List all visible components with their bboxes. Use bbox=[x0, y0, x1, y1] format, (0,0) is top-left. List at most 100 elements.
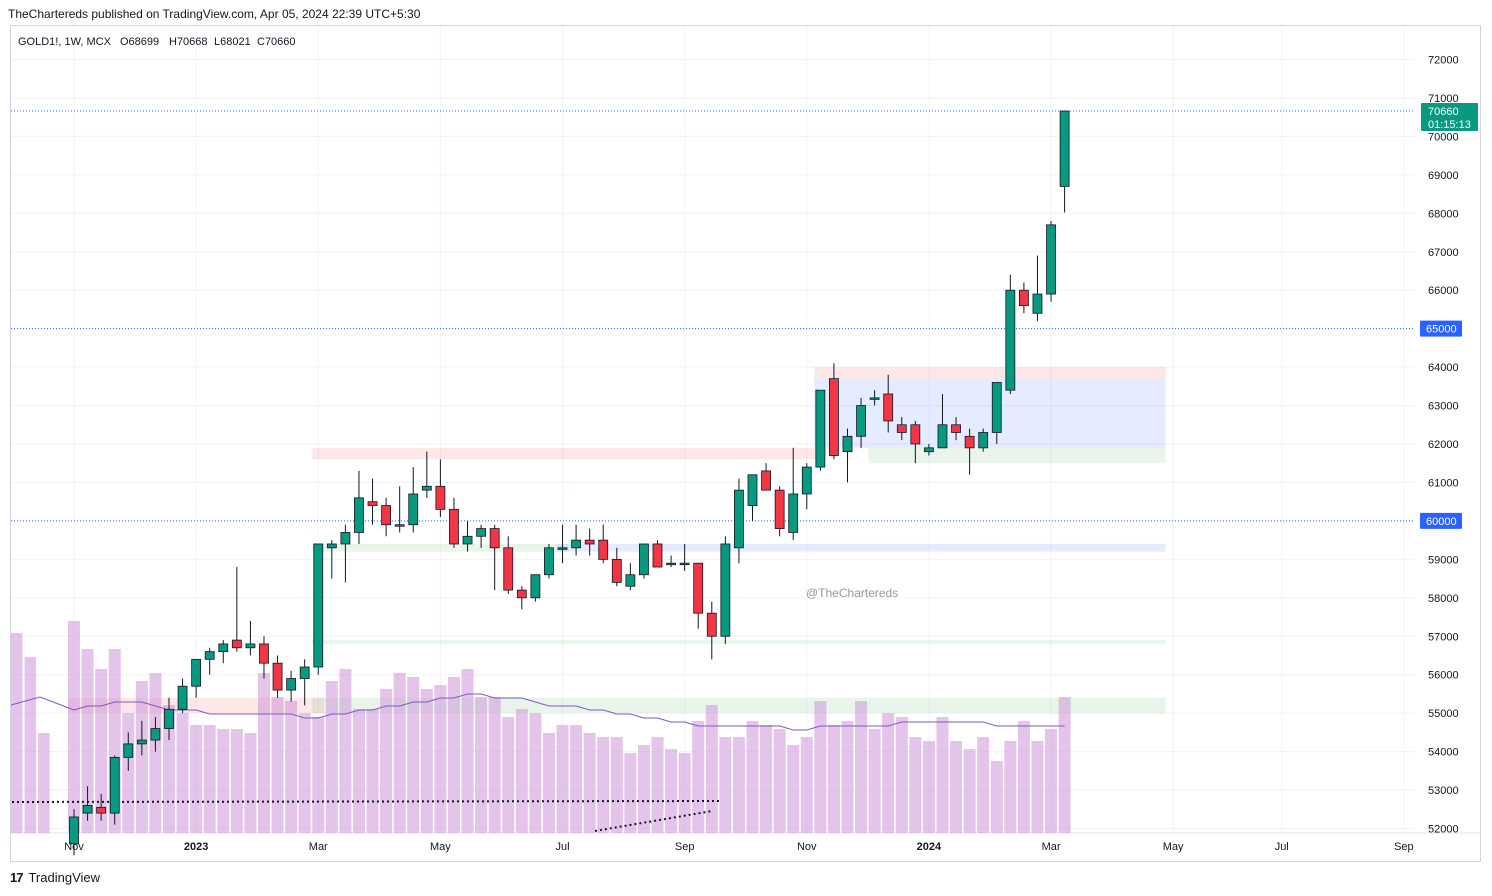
volume-bar bbox=[665, 749, 678, 833]
volume-bar bbox=[515, 709, 528, 833]
candle-body bbox=[1032, 293, 1043, 314]
volume-bar bbox=[81, 649, 94, 833]
tradingview-brand[interactable]: TradingView bbox=[28, 870, 101, 885]
time-tick-label: 2023 bbox=[184, 841, 208, 853]
candle-body bbox=[652, 543, 663, 568]
price-tick-label: 69000 bbox=[1428, 170, 1459, 182]
horizontal-levels bbox=[11, 110, 1415, 522]
candle-body bbox=[326, 543, 337, 549]
volume-bar bbox=[570, 725, 583, 833]
zone-rect bbox=[868, 447, 1166, 464]
candle-body bbox=[910, 424, 921, 445]
candle-body bbox=[489, 528, 500, 549]
candle-body bbox=[82, 805, 93, 814]
time-axis[interactable]: Nov 2023 Mar May Jul Sep Nov 2024 Mar May Jul Sep bbox=[64, 841, 1413, 853]
volume-bar bbox=[24, 657, 37, 833]
volume-bar bbox=[814, 701, 827, 833]
volume-bar bbox=[1045, 729, 1058, 833]
legend-high: H70668 bbox=[169, 36, 208, 48]
volume-bar bbox=[230, 729, 243, 833]
price-tick-label: 56000 bbox=[1428, 670, 1459, 682]
candle-body bbox=[259, 643, 269, 664]
volume-bar bbox=[719, 737, 732, 833]
publisher-header: TheChartereds published on TradingView.c… bbox=[8, 7, 421, 21]
volume-bar bbox=[190, 725, 203, 833]
candle-body bbox=[856, 405, 866, 437]
chart-frame[interactable] bbox=[10, 25, 1481, 862]
volume-bar bbox=[950, 741, 963, 833]
dotted-trendlines bbox=[11, 800, 721, 832]
price-tick-label: 52000 bbox=[1428, 824, 1459, 836]
candle-body bbox=[530, 574, 541, 599]
candle-body bbox=[991, 382, 1002, 433]
candle-body bbox=[1005, 289, 1016, 391]
candle-body bbox=[272, 662, 283, 691]
last-price-tag bbox=[1421, 103, 1478, 132]
volume-bar bbox=[325, 681, 338, 833]
candle-body bbox=[544, 547, 554, 576]
candle-body bbox=[1046, 224, 1056, 295]
price-tick-label: 59000 bbox=[1428, 554, 1459, 566]
volume-ma bbox=[10, 693, 1065, 731]
volume-bar bbox=[149, 673, 162, 833]
volume-bar bbox=[434, 685, 447, 833]
candle-body bbox=[462, 535, 473, 545]
candle-body bbox=[801, 466, 812, 495]
candle-body bbox=[340, 532, 351, 545]
volume-bar bbox=[1004, 741, 1017, 833]
candle-body bbox=[720, 543, 731, 637]
price-tick-label: 55000 bbox=[1428, 708, 1459, 720]
volume-bar bbox=[1058, 697, 1071, 833]
candle-body bbox=[815, 389, 826, 468]
volume-bar bbox=[963, 749, 976, 833]
candle-body bbox=[747, 474, 758, 506]
price-tick-label: 62000 bbox=[1428, 439, 1459, 451]
volume-bar bbox=[800, 737, 813, 833]
time-tick-label: Sep bbox=[675, 841, 695, 853]
volume-bar bbox=[339, 669, 352, 833]
candle-body bbox=[924, 447, 934, 453]
volume-bar bbox=[257, 673, 270, 833]
candle-body bbox=[381, 505, 392, 526]
volume-bar bbox=[651, 737, 664, 833]
volume-bar bbox=[11, 633, 23, 833]
candle-body bbox=[679, 562, 690, 566]
candle-body bbox=[964, 435, 975, 449]
candle-body bbox=[666, 562, 676, 566]
volume-bar bbox=[610, 737, 623, 833]
zone-rect bbox=[312, 640, 1166, 644]
volume-bar bbox=[312, 717, 325, 833]
volume-bar bbox=[705, 705, 718, 833]
price-axis[interactable]: 52000 53000 54000 55000 56000 57000 58000 59000… bbox=[1428, 55, 1459, 836]
volume-bar bbox=[217, 729, 230, 833]
candle-body bbox=[978, 432, 989, 449]
volume-bar bbox=[542, 733, 555, 833]
volume-bar bbox=[868, 729, 881, 833]
volume-bar bbox=[746, 721, 759, 833]
candle-body bbox=[69, 816, 79, 845]
candle-body bbox=[1019, 289, 1029, 306]
footer: 17 TradingView bbox=[10, 870, 100, 885]
volume-bar bbox=[502, 717, 515, 833]
candle-body bbox=[503, 547, 514, 591]
time-tick-label: Jul bbox=[555, 841, 569, 853]
price-tick-label: 61000 bbox=[1428, 477, 1459, 489]
candle-body bbox=[177, 685, 188, 710]
time-tick-label: May bbox=[430, 841, 451, 853]
candle-body bbox=[625, 574, 636, 587]
volume-bar bbox=[271, 697, 284, 833]
volume-bar bbox=[162, 705, 175, 833]
candle-body bbox=[788, 493, 799, 533]
candle-body bbox=[639, 543, 649, 576]
countdown-label: 01:15:13 bbox=[1428, 119, 1471, 131]
candle-body bbox=[218, 643, 229, 653]
volume-bar bbox=[176, 713, 189, 833]
candle-body bbox=[557, 547, 568, 550]
volume-bar bbox=[475, 697, 488, 833]
zone-rect bbox=[814, 378, 1166, 448]
volume-bar bbox=[298, 713, 311, 833]
candle-body bbox=[109, 756, 120, 814]
volume-bar bbox=[936, 717, 949, 833]
legend-close: C70660 bbox=[257, 36, 296, 48]
